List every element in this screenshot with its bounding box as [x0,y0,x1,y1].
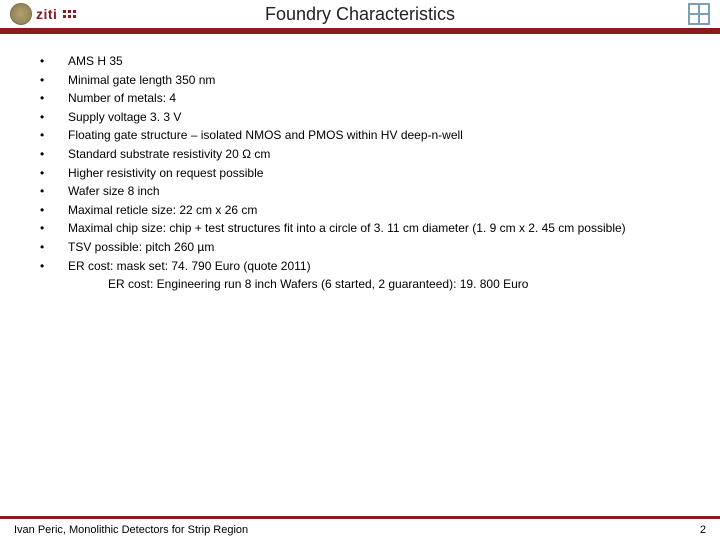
list-item: ER cost: mask set: 74. 790 Euro (quote 2… [40,257,700,276]
bullet-list: AMS H 35 Minimal gate length 350 nm Numb… [40,52,700,275]
logo-right-icon [688,3,710,25]
logo-text: ziti [36,6,57,22]
seal-icon [10,3,32,25]
content-area: AMS H 35 Minimal gate length 350 nm Numb… [0,34,720,294]
list-item: Maximal chip size: chip + test structure… [40,219,700,238]
list-item: Floating gate structure – isolated NMOS … [40,126,700,145]
header-bar: ziti Foundry Characteristics [0,0,720,34]
logo-left: ziti [10,3,76,25]
list-item: Higher resistivity on request possible [40,164,700,183]
list-item: Wafer size 8 inch [40,182,700,201]
logo-dots-icon [63,10,76,18]
continuation-line: ER cost: Engineering run 8 inch Wafers (… [40,275,700,294]
page-title: Foundry Characteristics [265,4,455,25]
list-item: TSV possible: pitch 260 µm [40,238,700,257]
footer: Ivan Peric, Monolithic Detectors for Str… [0,516,720,540]
list-item: AMS H 35 [40,52,700,71]
list-item: Minimal gate length 350 nm [40,71,700,90]
page-number: 2 [700,524,706,536]
list-item: Standard substrate resistivity 20 Ω cm [40,145,700,164]
list-item: Supply voltage 3. 3 V [40,108,700,127]
footer-left: Ivan Peric, Monolithic Detectors for Str… [14,524,248,536]
list-item: Maximal reticle size: 22 cm x 26 cm [40,201,700,220]
list-item: Number of metals: 4 [40,89,700,108]
